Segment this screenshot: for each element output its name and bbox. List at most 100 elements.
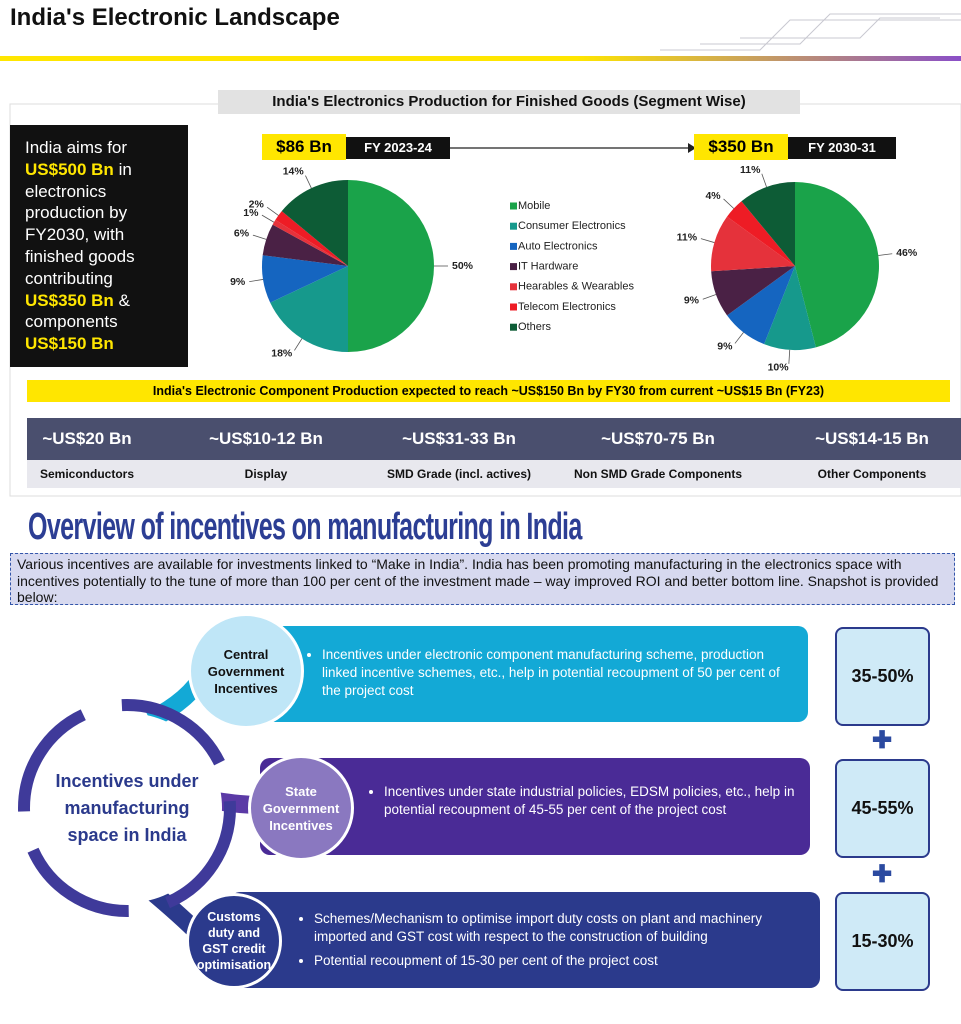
plus-sign: ✚: [872, 727, 893, 754]
row-circle: State Government Incentives: [248, 755, 354, 861]
row-name: State Government Incentives: [262, 783, 340, 833]
component-label: Other Components: [817, 467, 927, 481]
pie-slice: [275, 211, 348, 266]
leader-line: [788, 349, 791, 364]
aim-text: &: [118, 290, 130, 310]
share-box: 15-30%: [835, 892, 930, 991]
aim-highlight: US$150 Bn: [25, 334, 114, 354]
slice-label: 50%: [452, 260, 474, 272]
legend-label: Mobile: [518, 200, 550, 212]
leader-line: [305, 175, 312, 189]
leader-line: [266, 206, 279, 216]
leader-line: [249, 279, 264, 283]
legend-swatch: [510, 242, 517, 250]
aim-text: components: [25, 312, 118, 332]
legend-swatch: [510, 303, 517, 311]
pie-charts: 50% 18% 9% 6% 1%2% 14% 46% 10% 9% 9% 11% 4% 11% Mobil…: [230, 164, 918, 374]
slice-label: 9%: [684, 294, 700, 306]
pie-slice: [270, 266, 348, 352]
pie-slice: [741, 182, 795, 266]
aim-box: India aims for US$500 Bn in electronics …: [10, 125, 188, 367]
share-box: 45-55%: [835, 759, 930, 858]
aim-text: India aims for: [25, 138, 128, 157]
incentive-bar: Incentives under electronic component ma…: [245, 626, 808, 722]
plus-sign: ✚: [872, 861, 893, 888]
component-label: Display: [244, 467, 288, 481]
slice-label: 9%: [230, 276, 246, 288]
component-label: SMD Grade (incl. actives): [386, 467, 532, 481]
row-circle: Customs duty and GST credit optimisation: [186, 893, 282, 989]
slice-label: 6%: [234, 228, 250, 240]
component-amount: ~US$31-33 Bn: [402, 429, 516, 448]
aim-text: in electronics production by FY2030, wit…: [25, 159, 135, 288]
row-circle: Central Government Incentives: [188, 613, 304, 729]
components-label-band: [27, 460, 961, 488]
banner: India's Electronic Component Production …: [152, 384, 825, 398]
pie-slice: [272, 219, 348, 266]
slice-label: 2%: [249, 199, 265, 211]
pie-slice: [795, 182, 880, 348]
component-amount: ~US$14-15 Bn: [815, 429, 929, 448]
total-label: $86 Bn: [262, 134, 346, 160]
circuit-decor: [660, 13, 961, 51]
pie-slice: [727, 201, 795, 266]
bullet: Potential recoupment of 15-30 per cent o…: [314, 952, 810, 970]
slice-label: 11%: [677, 231, 698, 243]
aim-highlight: US$350 Bn: [25, 290, 114, 310]
intro-box: Various incentives are available for inv…: [10, 553, 955, 605]
leader-line: [294, 338, 303, 351]
leader-line: [734, 332, 744, 344]
page-title: India's Electronic Landscape: [10, 4, 340, 31]
pie-slice: [281, 180, 348, 266]
component-amount: ~US$10-12 Bn: [209, 429, 323, 448]
section-title: India's Electronics Production for Finis…: [272, 93, 746, 110]
banner-bg: [27, 380, 950, 402]
leader-line: [761, 173, 767, 188]
legend-swatch: [510, 202, 517, 210]
leader-line: [723, 198, 735, 209]
legend-label: Auto Electronics: [518, 240, 598, 252]
component-amount: ~US$20 Bn: [42, 429, 132, 448]
leader-line: [702, 294, 717, 300]
slice-label: 9%: [717, 340, 733, 352]
period-label: FY 2023-24: [346, 137, 450, 159]
pie-slice: [711, 266, 795, 316]
incentive-bar: Schemes/Mechanism to optimise import dut…: [230, 892, 820, 988]
component-amount: ~US$70-75 Bn: [601, 429, 715, 448]
legend-swatch: [510, 323, 517, 331]
hub: Incentives under manufacturing space in …: [32, 713, 222, 903]
slice-label: 14%: [283, 166, 305, 178]
leader-line: [252, 234, 267, 240]
component-label: Semiconductors: [39, 467, 135, 481]
section-title-bg: [218, 90, 800, 114]
bullet: Incentives under state industrial polici…: [384, 783, 800, 819]
pie-slice: [348, 180, 434, 352]
slice-label: 1%: [243, 207, 259, 219]
component-label: Non SMD Grade Components: [573, 467, 742, 481]
leader-line: [261, 214, 275, 223]
slice-label: 18%: [271, 348, 293, 360]
pie-slice: [262, 255, 348, 303]
slice-label: 46%: [896, 247, 918, 259]
legend-label: Hearables & Wearables: [518, 281, 634, 293]
pie-slice: [764, 266, 816, 350]
slice-label: 4%: [705, 190, 721, 202]
period-label: FY 2030-31: [788, 137, 896, 159]
header-rule: [0, 56, 961, 61]
share-box: 35-50%: [835, 627, 930, 726]
legend-label: Telecom Electronics: [518, 301, 616, 313]
row-name: Customs duty and GST credit optimisation: [196, 910, 272, 972]
aim-highlight: US$500 Bn: [25, 159, 114, 179]
arrow-head: [688, 143, 696, 153]
legend-swatch: [510, 283, 517, 291]
bullet: Schemes/Mechanism to optimise import dut…: [314, 910, 810, 946]
incentives-title: Overview of incentives on manufacturing …: [28, 506, 582, 548]
leader-line: [878, 253, 893, 256]
legend-swatch: [510, 222, 517, 230]
row-name: Central Government Incentives: [207, 646, 285, 696]
leader-line: [700, 238, 715, 243]
slice-label: 11%: [740, 164, 761, 176]
pie-slice: [727, 266, 795, 345]
